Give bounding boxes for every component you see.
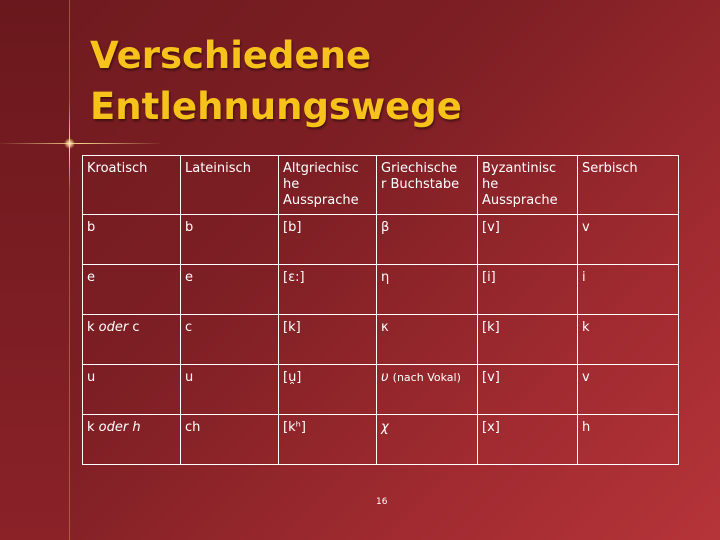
page-number: 16	[376, 497, 388, 507]
cell-kroatisch: k oder h	[82, 414, 181, 465]
cell-byzantinisch: [v]	[477, 214, 578, 265]
cell-buchstabe: β	[376, 214, 478, 265]
cell-lateinisch: e	[180, 264, 279, 315]
left-band	[0, 0, 70, 540]
spark-decoration	[64, 138, 75, 149]
cell-serbisch: k	[577, 314, 679, 365]
slide-title: Verschiedene Entlehnungswege	[90, 30, 462, 132]
header-byzantinisch: Byzantinisc he Aussprache	[477, 155, 578, 215]
header-serbisch: Serbisch	[577, 155, 679, 215]
header-lateinisch: Lateinisch	[180, 155, 279, 215]
cell-lateinisch: c	[180, 314, 279, 365]
cell-byzantinisch: [v]	[477, 364, 578, 415]
cell-serbisch: i	[577, 264, 679, 315]
horizontal-line	[0, 143, 160, 144]
cell-altgriechisch: [kʰ]	[278, 414, 377, 465]
cell-kroatisch: u	[82, 364, 181, 415]
cell-altgriechisch: [u̯]	[278, 364, 377, 415]
loan-table: Kroatisch Lateinisch Altgriechisc he Aus…	[82, 155, 679, 465]
table-row: e e [ɛ:] η [i] i	[82, 264, 679, 315]
cell-byzantinisch: [k]	[477, 314, 578, 365]
header-buchstabe: Griechische r Buchstabe	[376, 155, 478, 215]
cell-byzantinisch: [i]	[477, 264, 578, 315]
table-row: k oder h ch [kʰ] χ [x] h	[82, 414, 679, 465]
cell-altgriechisch: [b]	[278, 214, 377, 265]
cell-kroatisch: e	[82, 264, 181, 315]
cell-altgriechisch: [ɛ:]	[278, 264, 377, 315]
table-row: b b [b] β [v] v	[82, 214, 679, 265]
cell-altgriechisch: [k]	[278, 314, 377, 365]
cell-buchstabe: υ (nach Vokal)	[376, 364, 478, 415]
title-line-1: Verschiedene	[90, 34, 372, 77]
cell-serbisch: v	[577, 364, 679, 415]
cell-buchstabe: η	[376, 264, 478, 315]
cell-buchstabe: κ	[376, 314, 478, 365]
header-kroatisch: Kroatisch	[82, 155, 181, 215]
cell-kroatisch: b	[82, 214, 181, 265]
cell-lateinisch: ch	[180, 414, 279, 465]
table-row: k oder c c [k] κ [k] k	[82, 314, 679, 365]
table-header-row: Kroatisch Lateinisch Altgriechisc he Aus…	[82, 155, 679, 215]
cell-serbisch: h	[577, 414, 679, 465]
header-altgriechisch: Altgriechisc he Aussprache	[278, 155, 377, 215]
cell-lateinisch: u	[180, 364, 279, 415]
title-line-2: Entlehnungswege	[90, 85, 462, 128]
vertical-line	[69, 0, 70, 540]
cell-kroatisch: k oder c	[82, 314, 181, 365]
cell-serbisch: v	[577, 214, 679, 265]
cell-byzantinisch: [x]	[477, 414, 578, 465]
cell-lateinisch: b	[180, 214, 279, 265]
table-row: u u [u̯] υ (nach Vokal) [v] v	[82, 364, 679, 415]
cell-buchstabe: χ	[376, 414, 478, 465]
